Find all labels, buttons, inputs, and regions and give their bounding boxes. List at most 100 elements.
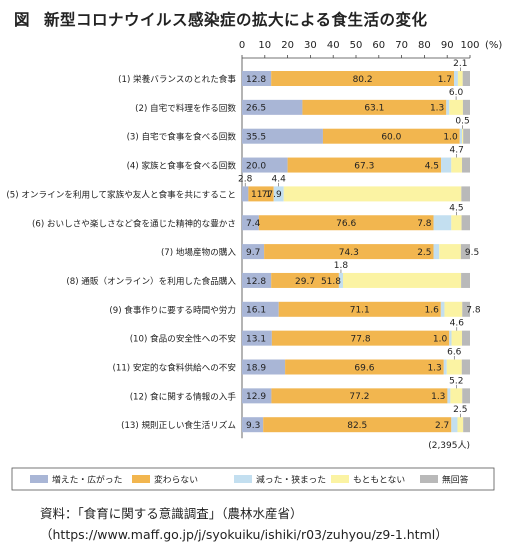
bar-row12-originally-none [450, 388, 463, 404]
data-label-row13-unchanged: 82.5 [347, 421, 367, 431]
data-label-row9-increased: 16.1 [246, 306, 266, 316]
data-label-row5-decreased: 4.4 [272, 174, 287, 184]
data-label-row3-originally-none: 0.5 [455, 117, 469, 127]
data-label-row9-originally-none: 7.8 [466, 306, 481, 316]
figure-label: 図 [14, 11, 31, 29]
data-label-row10-unchanged: 77.8 [351, 334, 371, 344]
data-label-row2-unchanged: 63.1 [364, 104, 384, 114]
data-label-row12-decreased: 1.3 [431, 392, 445, 402]
bar-row2-unchanged [302, 99, 447, 115]
category-label-11: (11) 安定的な食料供給への不安 [113, 362, 237, 374]
data-label-row12-increased: 12.9 [246, 392, 266, 402]
bar-row12-unchanged [271, 388, 448, 404]
bar-row2-originally-none [449, 99, 463, 115]
bar-row4-decreased [441, 157, 452, 173]
bar-row9-decreased [440, 301, 445, 317]
x-tick-label-80: 80 [418, 40, 431, 51]
x-tick-label-100: 100 [460, 40, 479, 51]
bar-row8-originally-none [343, 272, 462, 288]
data-label-row11-unchanged: 69.6 [354, 363, 374, 373]
bar-row10-no-answer [462, 330, 470, 346]
data-label-row10-decreased: 1.0 [433, 334, 448, 344]
bar-row10-decreased [449, 330, 452, 346]
bar-row11-increased [242, 359, 286, 375]
bar-row8-no-answer [461, 272, 470, 288]
bar-row5-decreased [273, 186, 284, 202]
category-label-1: (1) 栄養バランスのとれた食事 [118, 73, 236, 85]
data-label-row1-originally-none: 2.1 [453, 59, 467, 69]
bar-row5-unchanged [248, 186, 274, 202]
x-tick-label-50: 50 [350, 40, 363, 51]
data-label-row2-originally-none: 6.0 [449, 88, 464, 98]
category-label-12: (12) 食に関する情報の入手 [130, 390, 237, 402]
data-label-row11-decreased: 1.3 [427, 363, 441, 373]
legend-label-increased: 増えた・広がった [52, 474, 122, 486]
data-label-row13-decreased: 2.7 [435, 421, 449, 431]
bar-row6-originally-none [451, 215, 462, 231]
data-label-row4-decreased: 4.5 [425, 161, 439, 171]
bar-row6-no-answer [461, 215, 470, 231]
bar-row11-decreased [443, 359, 447, 375]
source-citation: 資料：「食育に関する意識調査」（農林水産省） [40, 506, 303, 521]
data-label-row4-increased: 20.0 [246, 161, 266, 171]
bar-row1-no-answer [462, 71, 470, 86]
data-label-row8-originally-none: 51.8 [321, 277, 341, 287]
data-label-row6-unchanged: 76.6 [336, 219, 356, 229]
x-tick-label-40: 40 [327, 40, 340, 51]
data-label-row2-increased: 26.5 [246, 104, 266, 114]
bar-row9-increased [242, 301, 279, 317]
bar-row1-increased [242, 71, 272, 86]
data-label-row6-decreased: 7.8 [417, 219, 432, 229]
bar-row9-originally-none [444, 301, 463, 317]
bar-row9-unchanged [278, 301, 441, 317]
bar-row7-originally-none [439, 244, 461, 260]
legend-label-originally-none: もともとない [353, 475, 405, 486]
bar-row5-increased [242, 186, 249, 202]
bar-row11-unchanged [285, 359, 444, 375]
source-url: （https://www.maff.go.jp/j/syokuiku/ishik… [40, 527, 448, 542]
data-label-row4-originally-none: 4.7 [449, 146, 463, 156]
bar-row10-increased [242, 330, 272, 346]
bar-row7-unchanged [264, 244, 434, 260]
sample-size-note: (2,395人) [428, 440, 470, 451]
data-label-row7-increased: 9.7 [246, 248, 260, 258]
legend-swatch-decreased [234, 475, 252, 483]
x-tick-label-0: 0 [239, 40, 245, 51]
category-label-2: (2) 自宅で料理を作る回数 [135, 102, 236, 114]
data-label-row10-originally-none: 4.6 [450, 319, 465, 329]
category-label-8: (8) 通販（オンライン）を利用した食品購入 [66, 275, 236, 287]
bar-row10-originally-none [451, 330, 463, 346]
data-label-row7-decreased: 2.5 [417, 248, 431, 258]
bar-row13-increased [242, 417, 264, 433]
bar-row4-increased [242, 157, 288, 173]
category-label-4: (4) 家族と食事を食べる回数 [127, 160, 237, 172]
x-unit-label: (%) [485, 40, 502, 51]
bar-row7-decreased [433, 244, 440, 260]
legend-swatch-originally-none [331, 475, 349, 483]
data-label-row9-unchanged: 71.1 [350, 306, 370, 316]
bar-row4-originally-none [451, 157, 463, 173]
bar-row6-unchanged [258, 215, 434, 231]
bar-row11-no-answer [461, 359, 470, 375]
data-label-row5-increased: 2.8 [238, 174, 253, 184]
data-label-row13-increased: 9.3 [246, 421, 260, 431]
bar-row9-no-answer [462, 301, 470, 317]
data-label-row10-increased: 13.1 [246, 334, 266, 344]
bar-row8-decreased [338, 272, 344, 288]
category-label-3: (3) 自宅で食事を食べる回数 [127, 131, 237, 143]
legend-swatch-no-answer [420, 475, 438, 483]
data-label-row11-increased: 18.9 [246, 363, 266, 373]
x-tick-label-10: 10 [258, 40, 271, 51]
bar-row12-no-answer [462, 388, 470, 404]
bar-row3-increased [242, 128, 323, 144]
legend-label-no-answer: 無回答 [442, 474, 469, 486]
bar-row2-increased [242, 99, 303, 115]
data-label-row8-unchanged: 29.7 [295, 277, 315, 287]
bar-row11-originally-none [446, 359, 462, 375]
x-tick-label-20: 20 [281, 40, 294, 51]
category-label-6: (6) おいしさや楽しさなど食を通じた精神的な豊かさ [32, 217, 236, 229]
bar-row12-increased [242, 388, 272, 404]
bar-row8-unchanged [271, 272, 339, 288]
x-tick-label-30: 30 [304, 40, 317, 51]
